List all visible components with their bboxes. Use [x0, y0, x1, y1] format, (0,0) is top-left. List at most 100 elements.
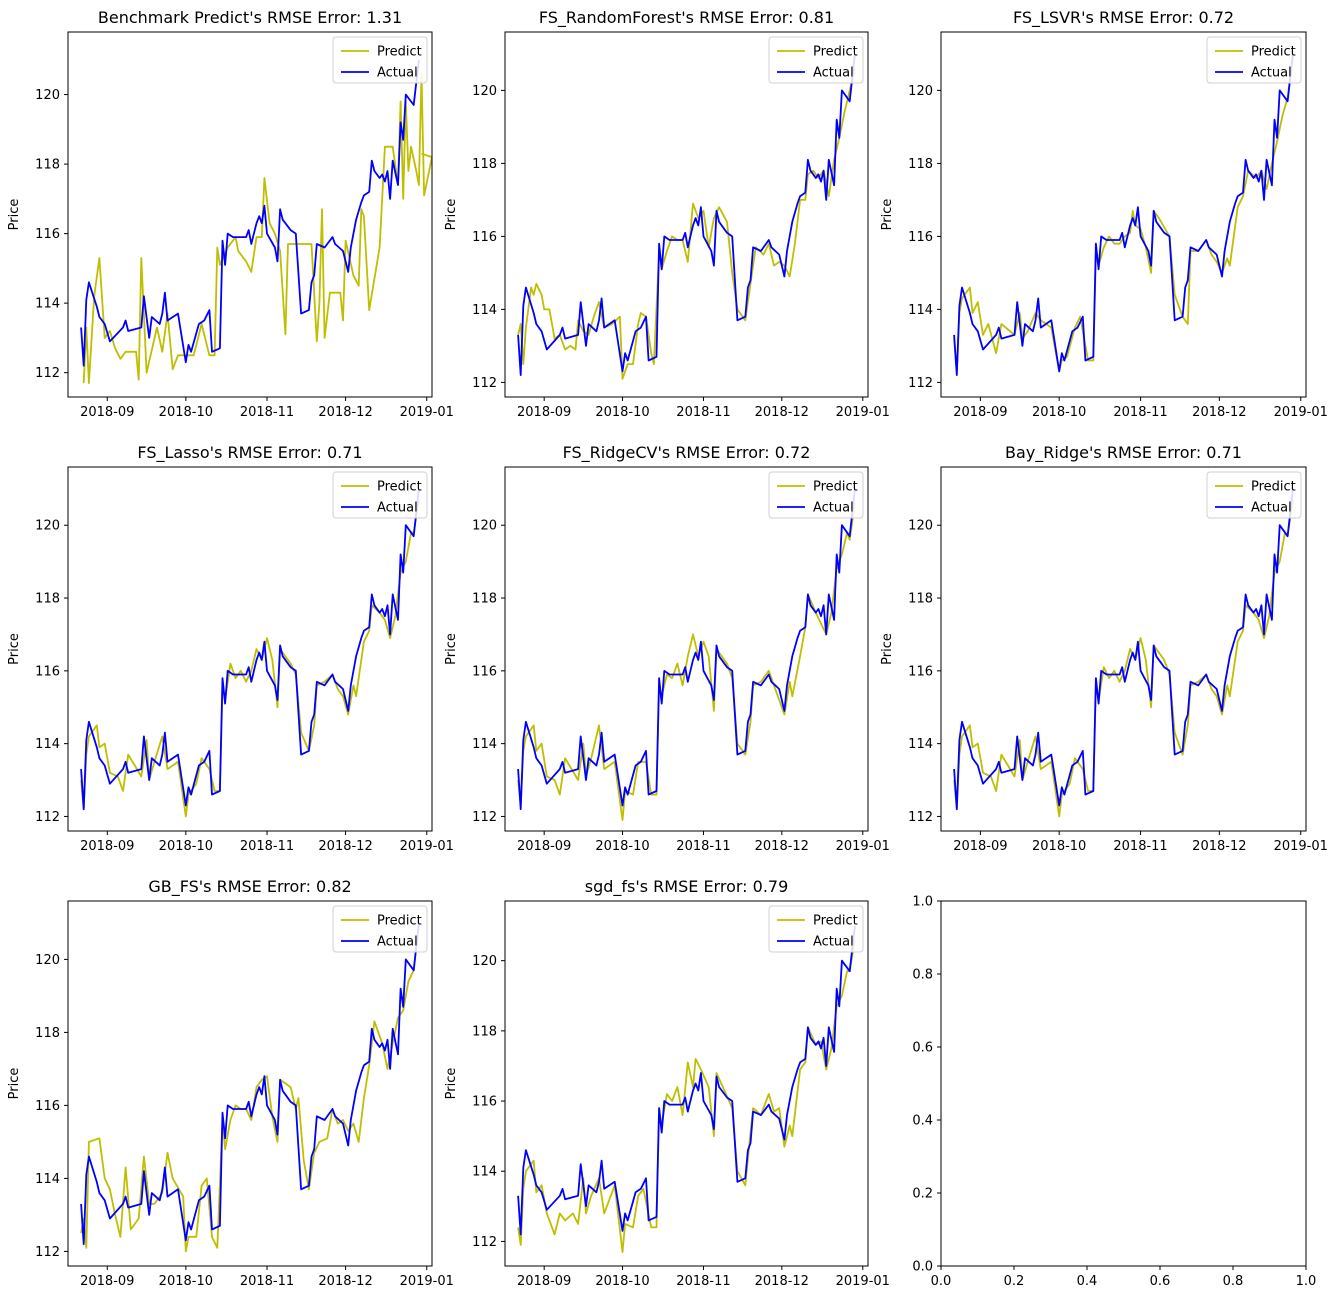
legend-label-predict: Predict: [1251, 45, 1296, 60]
subplot-1: 2018-09 2018-10 2018-11 2018-12 2019-01 112 11…: [7, 8, 454, 420]
x-tick-label: 2019-01: [836, 405, 890, 420]
legend: Predict Actual: [332, 471, 428, 519]
y-tick-label: 120: [908, 519, 933, 534]
chart-title: FS_LSVR's RMSE Error: 0.72: [1013, 8, 1234, 28]
axes-frame: [504, 466, 869, 832]
x-tick-label: 2018-11: [240, 405, 294, 420]
legend-label-actual: Actual: [813, 935, 854, 950]
legend: Predict Actual: [1206, 36, 1302, 84]
legend: Predict Actual: [768, 905, 864, 953]
y-tick-label: 1.0: [912, 895, 933, 910]
series-line-predict: [80, 922, 420, 1253]
axes-frame: [940, 466, 1307, 832]
x-tick-label: 2018-12: [318, 839, 372, 854]
y-axis-label: Price: [7, 199, 22, 231]
chart-title: FS_RandomForest's RMSE Error: 0.81: [539, 8, 834, 28]
y-tick-label: 118: [472, 592, 497, 607]
y-tick-label: 120: [908, 84, 933, 99]
legend-label-actual: Actual: [813, 501, 854, 516]
y-axis-label: Price: [7, 1068, 22, 1100]
legend: Predict Actual: [1206, 471, 1302, 519]
y-tick-label: 116: [35, 227, 60, 242]
y-tick-label: 114: [908, 737, 933, 752]
x-tick-label: 2019-01: [1274, 839, 1328, 854]
x-tick-label: 2018-10: [595, 405, 649, 420]
legend: Predict Actual: [768, 36, 864, 84]
y-tick-label: 118: [35, 592, 60, 607]
series-group: [953, 53, 1294, 377]
y-tick-label: 114: [472, 303, 497, 318]
x-tick-label: 2019-01: [836, 839, 890, 854]
legend-label-predict: Predict: [377, 45, 422, 60]
y-tick-label: 112: [908, 810, 933, 825]
axes-frame: [940, 31, 1307, 398]
x-tick-label: 2018-10: [595, 1274, 649, 1289]
y-tick-label: 116: [472, 1095, 497, 1110]
series-line-actual: [953, 488, 1294, 811]
y-tick-label: 120: [35, 519, 60, 534]
x-tick-label: 0.8: [1223, 1274, 1244, 1289]
x-tick-label: 2018-09: [953, 839, 1007, 854]
y-tick-label: 0.4: [912, 1114, 933, 1129]
x-tick-label: 2018-09: [517, 1274, 571, 1289]
y-tick-label: 112: [472, 810, 497, 825]
series-line-predict: [517, 68, 856, 380]
y-tick-label: 116: [908, 664, 933, 679]
series-line-predict: [80, 499, 420, 818]
x-tick-label: 2018-12: [755, 405, 809, 420]
y-tick-label: 0.8: [912, 968, 933, 983]
x-tick-label: 2018-09: [80, 1274, 134, 1289]
y-axis-label: Price: [880, 199, 895, 231]
x-tick-label: 2018-11: [676, 405, 730, 420]
y-tick-label: 112: [35, 810, 60, 825]
x-tick-label: 2018-10: [1032, 405, 1086, 420]
y-tick-label: 114: [472, 1165, 497, 1180]
x-tick-label: 2019-01: [1274, 405, 1328, 420]
chart-title: GB_FS's RMSE Error: 0.82: [148, 877, 351, 897]
x-tick-label: 2018-09: [80, 839, 134, 854]
y-tick-label: 118: [35, 1026, 60, 1041]
x-tick-label: 2019-01: [400, 1274, 454, 1289]
x-tick-label: 0.4: [1077, 1274, 1098, 1289]
y-axis-label: Price: [7, 633, 22, 665]
x-tick-label: 1.0: [1296, 1274, 1317, 1289]
y-tick-label: 118: [472, 1024, 497, 1039]
y-tick-label: 114: [908, 303, 933, 318]
legend-label-actual: Actual: [377, 66, 418, 81]
x-tick-label: 2018-11: [1113, 405, 1167, 420]
series-group: [517, 925, 856, 1253]
x-tick-label: 0.2: [1004, 1274, 1025, 1289]
series-group: [517, 53, 856, 380]
y-tick-label: 112: [472, 376, 497, 391]
x-tick-label: 2018-11: [240, 839, 294, 854]
y-tick-label: 120: [472, 519, 497, 534]
legend: Predict Actual: [332, 36, 428, 84]
axes-frame: [67, 466, 433, 832]
y-tick-label: 118: [908, 592, 933, 607]
x-tick-label: 2018-10: [159, 405, 213, 420]
x-tick-label: 2018-12: [1192, 405, 1246, 420]
legend: Predict Actual: [768, 471, 864, 519]
x-tick-label: 2018-09: [80, 405, 134, 420]
legend-label-actual: Actual: [1251, 66, 1292, 81]
chart-title: sgd_fs's RMSE Error: 0.79: [585, 877, 789, 897]
subplot-5: 2018-09 2018-10 2018-11 2018-12 2019-01 112 11…: [444, 443, 890, 854]
x-tick-label: 2018-09: [517, 839, 571, 854]
axes-frame: [940, 900, 1307, 1267]
x-tick-label: 2018-11: [240, 1274, 294, 1289]
y-tick-label: 114: [35, 1172, 60, 1187]
y-tick-label: 120: [472, 954, 497, 969]
axes-frame: [504, 31, 869, 398]
y-axis-label: Price: [444, 633, 459, 665]
y-tick-label: 120: [35, 953, 60, 968]
y-tick-label: 116: [908, 230, 933, 245]
y-tick-label: 120: [472, 84, 497, 99]
x-tick-label: 2018-11: [676, 1274, 730, 1289]
x-tick-label: 2018-11: [1113, 839, 1167, 854]
y-tick-label: 112: [35, 366, 60, 381]
y-tick-label: 120: [35, 88, 60, 103]
series-line-predict: [82, 72, 432, 385]
y-tick-label: 118: [472, 157, 497, 172]
subplot-9: 0.0 0.2 0.4 0.6 0.8 1.0 0.0 0.2 0.4 0.6 0.8 1.0: [912, 895, 1316, 1290]
y-tick-label: 0.6: [912, 1041, 933, 1056]
